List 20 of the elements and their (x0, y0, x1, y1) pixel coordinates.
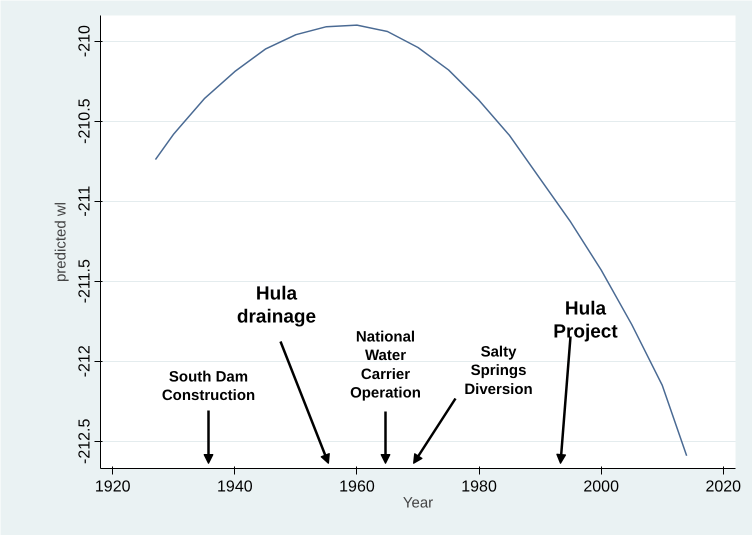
x-tick-label: 1940 (217, 478, 253, 496)
y-tick-label: -210.5 (76, 98, 94, 144)
annotation: Hula drainage (236, 284, 316, 328)
x-axis-title: Year (402, 494, 434, 512)
y-tick-label: -211 (76, 186, 94, 217)
y-tick-label: -212 (76, 345, 94, 378)
y-tick-label: -210 (76, 25, 94, 58)
x-tick-label: 1920 (94, 478, 131, 496)
annotation: National Water Carrier Operation (350, 328, 421, 402)
annotation: Hula Project (553, 298, 618, 343)
x-tick-label: 2020 (705, 478, 742, 496)
x-tick-label: 2000 (583, 478, 620, 496)
annotation: Salty Springs Diversion (464, 344, 533, 398)
x-tick-label: 1980 (461, 478, 497, 496)
y-tick-label: -212.5 (76, 418, 94, 464)
y-axis-title: predicted wl (52, 202, 70, 282)
x-tick-label: 1960 (339, 478, 375, 496)
line-series (154, 24, 688, 456)
y-tick-label: -211.5 (76, 259, 94, 304)
annotation: South Dam Construction (162, 368, 256, 404)
